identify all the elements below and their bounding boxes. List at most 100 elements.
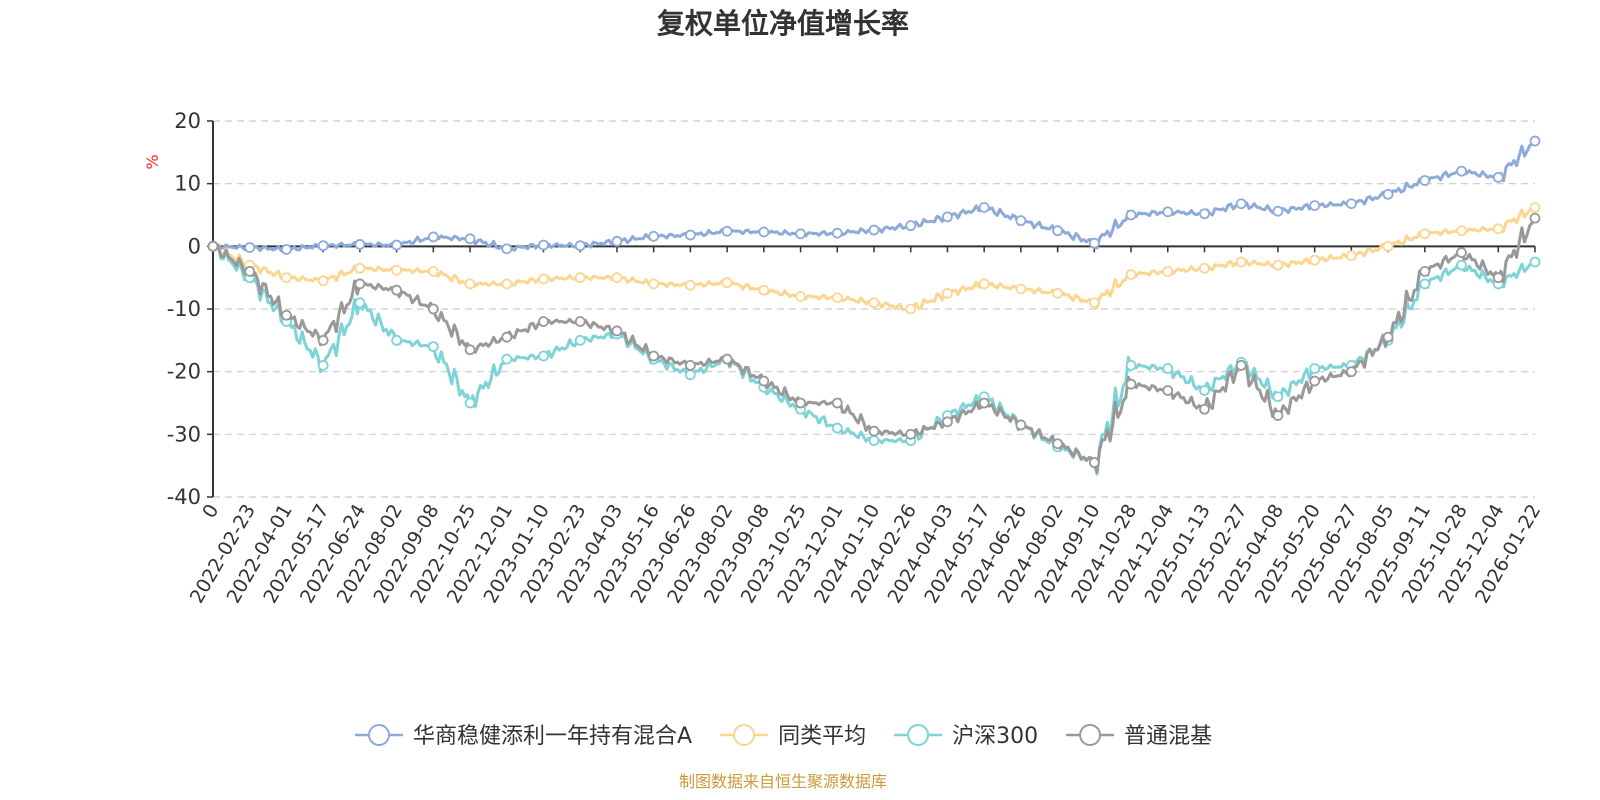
data-point: [1529, 212, 1541, 224]
data-point: [1345, 198, 1357, 210]
data-point: [1052, 287, 1064, 299]
data-point: [354, 297, 366, 309]
data-point: [281, 244, 292, 255]
data-point: [1125, 359, 1137, 371]
data-point: [611, 272, 623, 284]
data-point: [1235, 359, 1247, 371]
data-point: [354, 278, 366, 290]
data-point: [538, 239, 549, 251]
data-point: [1015, 419, 1027, 431]
data-point: [1272, 391, 1284, 403]
legend-item-mixed: 普通混基: [1066, 724, 1212, 749]
data-point: [1382, 240, 1394, 252]
data-point: [1272, 205, 1284, 217]
data-point: [391, 264, 403, 276]
legend-item-hs300: 沪深300: [894, 724, 1038, 749]
data-point: [648, 230, 660, 242]
legend-label: 华商稳健添利一年持有混合A: [413, 724, 692, 749]
data-point: [1162, 363, 1174, 374]
data-point: [464, 397, 476, 409]
data-point: [758, 226, 770, 238]
data-point: [538, 316, 549, 327]
data-point: [1456, 225, 1467, 237]
data-source-note: 制图数据来自恒生聚源数据库: [679, 772, 887, 791]
data-point: [427, 231, 439, 243]
series-layer: [207, 135, 1541, 476]
data-point: [538, 273, 549, 285]
data-point: [1052, 225, 1064, 237]
data-point: [427, 341, 439, 353]
data-point: [868, 425, 880, 437]
data-point: [391, 239, 403, 251]
data-point: [1309, 200, 1321, 212]
data-point: [391, 334, 403, 346]
y-axis-unit-label: %: [143, 154, 162, 169]
data-point: [1272, 410, 1284, 421]
data-point: [868, 435, 880, 447]
data-point: [721, 225, 733, 237]
y-tick-label: 0: [188, 234, 201, 258]
data-point: [1052, 438, 1064, 450]
data-point: [978, 278, 990, 290]
data-point: [317, 275, 329, 287]
data-point: [427, 303, 439, 315]
legend-circle-icon: [1079, 724, 1102, 746]
data-point: [684, 229, 696, 241]
data-point: [831, 292, 843, 304]
data-point: [1419, 265, 1431, 277]
data-point: [978, 202, 990, 213]
data-point: [501, 331, 513, 343]
x-tick-label: 0: [198, 501, 223, 522]
legend: 华商稳健添利一年持有混合A 同类平均 沪深300 普通混基: [355, 724, 1212, 749]
data-point: [942, 211, 953, 223]
data-point: [868, 297, 880, 309]
data-point: [1235, 198, 1247, 210]
data-point: [574, 334, 586, 346]
data-point: [281, 272, 292, 284]
data-point: [1419, 278, 1431, 290]
data-point: [1162, 385, 1174, 396]
data-point: [1015, 283, 1027, 295]
data-point: [1162, 206, 1174, 218]
data-point: [648, 350, 660, 362]
data-point: [427, 265, 439, 277]
data-point: [1088, 457, 1100, 468]
data-point: [831, 397, 843, 409]
data-point: [1125, 209, 1137, 221]
data-point: [1199, 385, 1210, 396]
data-point: [391, 284, 403, 296]
data-point: [464, 278, 476, 290]
data-point: [1419, 228, 1431, 240]
data-point: [1162, 265, 1174, 277]
data-point: [501, 243, 513, 255]
data-point: [464, 344, 476, 356]
legend-label: 普通混基: [1124, 724, 1212, 749]
data-point: [244, 242, 256, 253]
data-point: [317, 359, 329, 371]
series-mixed: [207, 212, 1541, 474]
data-point: [1529, 202, 1541, 213]
data-point: [684, 359, 696, 371]
data-point: [942, 287, 953, 299]
data-point: [1199, 403, 1210, 415]
data-point: [1382, 188, 1394, 200]
data-point: [684, 369, 696, 381]
data-point: [1199, 208, 1210, 220]
data-point: [942, 416, 953, 428]
data-point: [1199, 262, 1210, 274]
series-peer_avg: [207, 202, 1541, 315]
data-point: [758, 375, 770, 387]
y-tick-label: -20: [167, 360, 201, 384]
y-tick-label: -10: [167, 297, 201, 321]
data-point: [905, 303, 917, 315]
data-point: [795, 291, 806, 302]
data-point: [317, 240, 329, 252]
data-point: [721, 353, 733, 365]
data-point: [1529, 256, 1541, 268]
data-point: [795, 397, 806, 409]
data-point: [1088, 237, 1100, 249]
legend-item-peer_avg: 同类平均: [720, 724, 866, 749]
data-point: [1382, 331, 1394, 343]
data-point: [1529, 135, 1541, 147]
data-point: [978, 397, 990, 409]
